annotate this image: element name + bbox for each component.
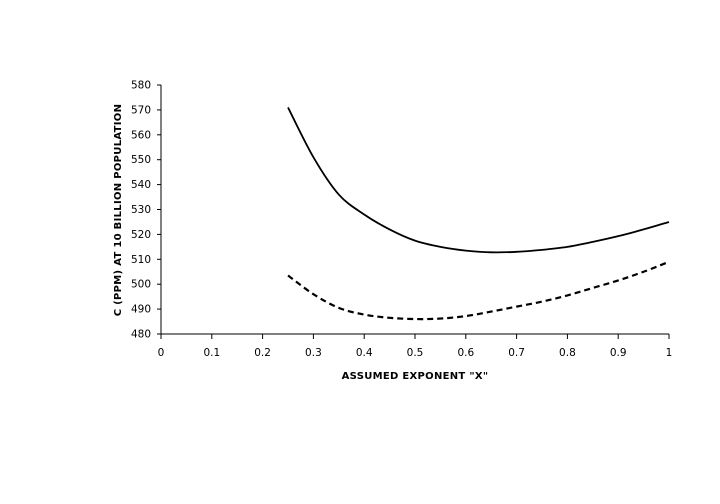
x-axis-ticks: 0 0.1 0.2 0.3 0.4 0.5 0.6 0.7 0.8 0.9 1: [158, 334, 673, 359]
y-tick-label: 480: [131, 329, 151, 341]
y-tick-label: 520: [131, 229, 151, 241]
y-tick-label: 490: [131, 304, 151, 316]
y-tick-label: 570: [131, 104, 151, 116]
x-tick-label: 0.6: [457, 347, 474, 359]
y-axis-ticks: 480 490 500 510 520 530 540 550 560 570 580: [131, 80, 161, 341]
y-tick-label: 560: [131, 129, 151, 141]
y-axis-title: C (PPM) AT 10 BILLION POPULATION: [113, 104, 124, 317]
x-tick-label: 0.5: [407, 347, 424, 359]
y-tick-label: 510: [131, 254, 151, 266]
x-axis-title: ASSUMED EXPONENT "X": [342, 371, 489, 382]
x-tick-label: 0.8: [559, 347, 576, 359]
x-tick-label: 0.9: [610, 347, 627, 359]
y-tick-label: 530: [131, 204, 151, 216]
y-tick-label: 540: [131, 179, 151, 191]
x-tick-label: 0.3: [305, 347, 322, 359]
x-tick-label: 0.2: [254, 347, 271, 359]
series-lines: [287, 107, 670, 321]
x-tick-label: 0.7: [508, 347, 525, 359]
series-line-solid: [287, 107, 670, 254]
y-tick-label: 550: [131, 154, 151, 166]
x-tick-label: 0.4: [356, 347, 373, 359]
y-tick-label: 580: [131, 80, 151, 92]
x-tick-label: 0: [158, 347, 165, 359]
x-tick-label: 1: [666, 347, 673, 359]
x-tick-label: 0.1: [203, 347, 220, 359]
y-tick-label: 500: [131, 279, 151, 291]
series-line-dashed: [287, 260, 670, 321]
